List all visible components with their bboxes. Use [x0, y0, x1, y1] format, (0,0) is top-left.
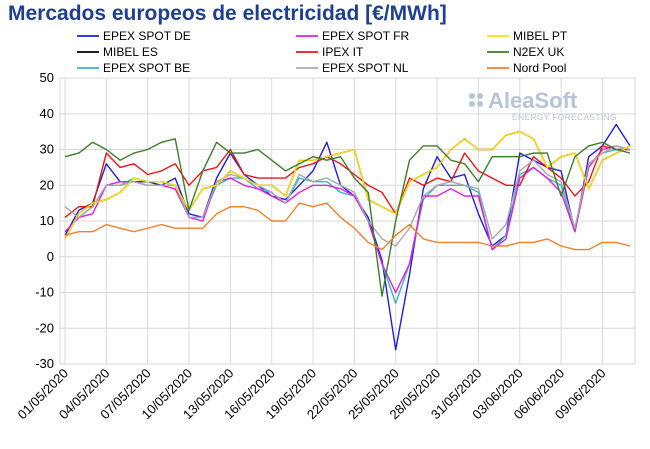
watermark-brand: AleaSoft [488, 88, 578, 113]
legend: EPEX SPOT DE EPEX SPOT FR MIBEL PT MIBEL ES… [77, 29, 568, 75]
y-tick-label: 10 [40, 213, 54, 228]
watermark-dot [469, 93, 475, 99]
legend-label: EPEX SPOT DE [103, 29, 191, 43]
y-tick-label: -20 [35, 320, 54, 335]
y-tick-label: 20 [40, 177, 54, 192]
watermark-tagline: ENERGY FORECASTING [512, 112, 617, 122]
y-tick-label: 50 [40, 70, 54, 85]
y-tick-label: 40 [40, 106, 54, 121]
legend-label: N2EX UK [513, 45, 564, 59]
watermark-dot [469, 101, 475, 107]
chart-title: Mercados europeos de electricidad [€/MWh… [8, 2, 447, 25]
series-line-nord-pool [64, 202, 631, 251]
y-tick-label: -10 [35, 285, 54, 300]
y-tick-label: 0 [47, 249, 54, 264]
watermark-dot [477, 101, 483, 107]
legend-label: MIBEL ES [103, 45, 158, 59]
y-tick-label: -30 [35, 356, 54, 371]
legend-label: Nord Pool [513, 61, 566, 75]
series-line-epex-spot-nl [64, 145, 631, 247]
legend-label: EPEX SPOT BE [103, 61, 190, 75]
series-line-mibel-pt [64, 130, 631, 240]
legend-label: EPEX SPOT NL [322, 61, 409, 75]
legend-label: IPEX IT [322, 45, 364, 59]
y-tick-label: 30 [40, 142, 54, 157]
legend-label: EPEX SPOT FR [322, 29, 409, 43]
watermark-dot [477, 93, 483, 99]
series-line-ipex-it [64, 145, 630, 218]
series-line-n2ex-uk [64, 138, 631, 297]
legend-label: MIBEL PT [513, 29, 568, 43]
